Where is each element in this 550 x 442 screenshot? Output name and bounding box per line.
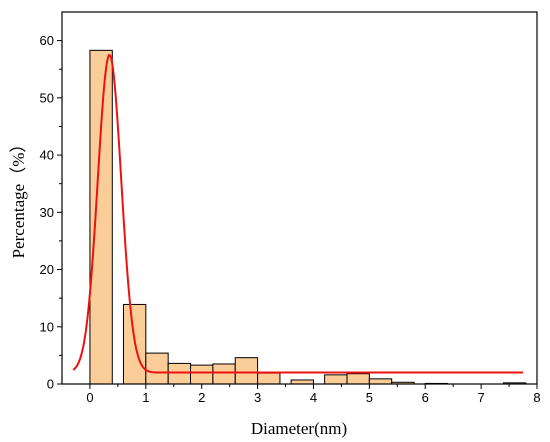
x-tick-label: 1 [142,390,149,405]
y-tick-label: 40 [40,148,54,163]
histogram-bar [368,378,393,385]
y-tick-label: 10 [40,319,54,334]
x-tick-label: 8 [533,390,540,405]
x-tick-label: 5 [366,390,373,405]
x-tick-label: 0 [86,390,93,405]
y-tick-label: 20 [40,262,54,277]
x-axis-title: Diameter(nm) [251,419,347,438]
x-tick-label: 2 [198,390,205,405]
plot-frame [61,11,538,385]
x-tick-label: 6 [422,390,429,405]
y-tick-label: 60 [40,33,54,48]
y-axis-title: Percentage（%） [9,136,28,259]
x-tick-label: 7 [478,390,485,405]
histogram-bar [145,352,169,385]
x-tick-label: 4 [310,390,317,405]
histogram-bar [190,364,214,385]
histogram-bar [324,374,348,385]
y-tick-label: 30 [40,205,54,220]
histogram-bar [290,379,314,385]
histogram-bar [257,372,281,385]
bars-group [89,49,527,385]
x-tick-label: 3 [254,390,261,405]
axes-group: 0 1 2 3 4 5 6 7 8 0 10 20 30 40 50 60 [40,11,541,405]
histogram-bar [89,49,113,385]
y-tick-label: 50 [40,90,54,105]
histogram-bar [167,362,192,385]
histogram-bar [234,357,259,385]
y-tick-label: 0 [47,377,54,392]
histogram-bar [346,373,370,385]
gaussian-fit-curve [72,53,524,374]
histogram-bar [212,363,236,385]
